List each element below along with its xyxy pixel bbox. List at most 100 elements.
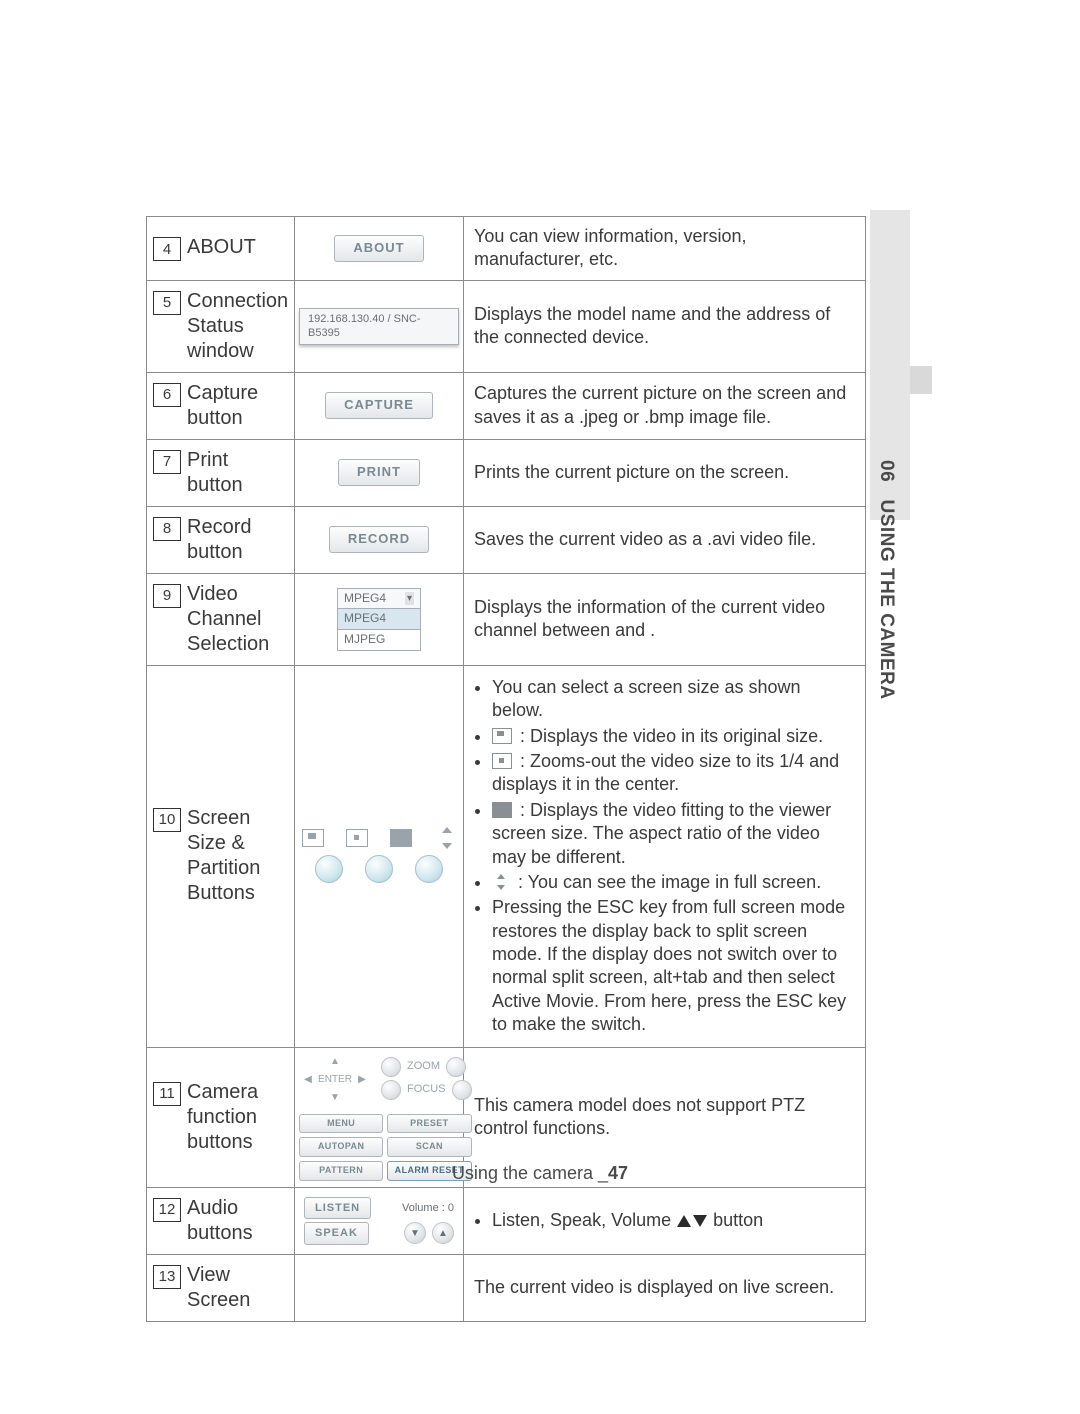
desc-list: Listen, Speak, Volume button: [492, 1209, 855, 1232]
row-graphic-cell: [295, 665, 464, 1047]
screensize-grid: [302, 821, 456, 889]
row-graphic-cell: MPEG4▾ MPEG4MJPEG: [295, 573, 464, 665]
row-description: Captures the current picture on the scre…: [474, 383, 846, 426]
row-desc-cell: Displays the model name and the address …: [464, 280, 866, 372]
row-desc-cell: You can select a screen size as shown be…: [464, 665, 866, 1047]
footer-page: 47: [608, 1163, 628, 1183]
row-label-cell: 4 ABOUT: [147, 217, 295, 281]
desc-list-item: : You can see the image in full screen.: [492, 871, 855, 894]
arrow-left-icon[interactable]: ◀: [299, 1072, 317, 1088]
select-box[interactable]: MPEG4▾: [337, 588, 421, 610]
select-option[interactable]: MJPEG: [337, 630, 421, 651]
chevron-down-icon: ▾: [405, 592, 414, 605]
graphic-button[interactable]: CAPTURE: [325, 392, 433, 419]
focus-near-button[interactable]: [381, 1080, 401, 1100]
zoom-label: ZOOM: [407, 1059, 440, 1073]
manual-page: 06 USING THE CAMERA 4 ABOUT ABOUT You ca…: [0, 0, 1080, 1414]
triangle-down-icon: [693, 1215, 707, 1227]
desc-list: You can select a screen size as shown be…: [492, 676, 855, 1037]
arrow-down-icon[interactable]: ▼: [319, 1090, 351, 1106]
select-option[interactable]: MPEG4: [337, 609, 421, 630]
connection-status-field: 192.168.130.40 / SNC-B5395: [299, 308, 459, 345]
row-graphic-cell: PRINT: [295, 439, 464, 506]
side-accent: [910, 366, 932, 394]
graphic-button[interactable]: RECORD: [329, 526, 429, 553]
table-row: 9 Video Channel Selection MPEG4▾ MPEG4MJ…: [147, 573, 866, 665]
row-label-cell: 5 Connection Status window: [147, 280, 295, 372]
desc-list-item: : Displays the video fitting to the view…: [492, 799, 855, 869]
row-number-box: 11: [153, 1082, 181, 1106]
row-desc-cell: Displays the information of the current …: [464, 573, 866, 665]
fit-size-icon[interactable]: [390, 827, 412, 849]
row-number-box: 6: [153, 383, 181, 407]
graphic-button[interactable]: ABOUT: [334, 235, 423, 262]
row-label: View Screen: [187, 1263, 288, 1313]
row-number-box: 4: [153, 237, 181, 261]
camera-func-button[interactable]: AUTOPAN: [299, 1137, 383, 1157]
row-label-cell: 6 Capture button: [147, 372, 295, 439]
camera-func-button[interactable]: PRESET: [387, 1114, 471, 1134]
fullscreen-icon: [492, 874, 510, 890]
row-number-box: 7: [153, 450, 181, 474]
row-number-box: 9: [153, 584, 181, 608]
row-description: This camera model does not support PTZ c…: [474, 1095, 805, 1138]
row-desc-cell: Listen, Speak, Volume button: [464, 1187, 866, 1254]
row-label: Capture button: [187, 381, 288, 431]
original-size-icon[interactable]: [302, 827, 324, 849]
camera-func-button[interactable]: SCAN: [387, 1137, 471, 1157]
arrow-right-icon[interactable]: ▶: [353, 1072, 371, 1088]
fullscreen-icon[interactable]: [434, 827, 456, 849]
focus-label: FOCUS: [407, 1082, 446, 1096]
row-label-cell: 10 Screen Size & Partition Buttons: [147, 665, 295, 1047]
row-desc-cell: The current video is displayed on live s…: [464, 1254, 866, 1321]
row-number-box: 12: [153, 1198, 181, 1222]
row-desc-cell: Captures the current picture on the scre…: [464, 372, 866, 439]
audio-panel: LISTEN Volume : 0 SPEAK ▼ ▲: [304, 1194, 454, 1248]
enter-button[interactable]: ENTER: [319, 1072, 351, 1088]
listen-button[interactable]: LISTEN: [304, 1197, 371, 1219]
row-label-cell: 8 Record button: [147, 506, 295, 573]
row-label: Screen Size & Partition Buttons: [187, 806, 288, 906]
row-label: Audio buttons: [187, 1196, 288, 1246]
side-section-title: USING THE CAMERA: [876, 499, 897, 699]
arrow-up-icon[interactable]: ▲: [319, 1054, 351, 1070]
row-label: Print button: [187, 448, 288, 498]
side-section-number: 06: [876, 460, 897, 482]
focus-far-button[interactable]: [452, 1080, 472, 1100]
zoom-out-button[interactable]: [381, 1057, 401, 1077]
table-row: 7 Print button PRINT Prints the current …: [147, 439, 866, 506]
row-label: Camera function buttons: [187, 1080, 288, 1155]
reference-table: 4 ABOUT ABOUT You can view information, …: [146, 216, 866, 1322]
ptz-dpad[interactable]: ▲ ◀ENTER▶ ▼: [299, 1054, 371, 1106]
reference-table-body: 4 ABOUT ABOUT You can view information, …: [147, 217, 866, 1322]
partition-button[interactable]: [315, 855, 343, 883]
speak-button[interactable]: SPEAK: [304, 1222, 369, 1244]
quarter-size-icon: [492, 753, 512, 769]
row-graphic-cell: ABOUT: [295, 217, 464, 281]
camera-function-panel: ▲ ◀ENTER▶ ▼ ZOOM FOCUS MENUPRESETAUTOPAN…: [299, 1054, 472, 1181]
partition-button[interactable]: [415, 855, 443, 883]
desc-list-item: : Displays the video in its original siz…: [492, 725, 855, 748]
row-label-cell: 9 Video Channel Selection: [147, 573, 295, 665]
video-channel-select[interactable]: MPEG4▾ MPEG4MJPEG: [337, 588, 421, 651]
row-number-box: 13: [153, 1265, 181, 1289]
row-number-box: 8: [153, 517, 181, 541]
triangle-up-icon: [677, 1215, 691, 1227]
row-desc-cell: You can view information, version, manuf…: [464, 217, 866, 281]
camera-func-button[interactable]: MENU: [299, 1114, 383, 1134]
table-row: 5 Connection Status window 192.168.130.4…: [147, 280, 866, 372]
row-label: Video Channel Selection: [187, 582, 288, 657]
zoom-in-button[interactable]: [446, 1057, 466, 1077]
table-row: 4 ABOUT ABOUT You can view information, …: [147, 217, 866, 281]
volume-label: Volume : 0: [402, 1201, 454, 1215]
side-stripe: 06 USING THE CAMERA: [870, 210, 910, 520]
row-label: Record button: [187, 515, 288, 565]
partition-button[interactable]: [365, 855, 393, 883]
desc-list-item: You can select a screen size as shown be…: [492, 676, 855, 723]
volume-down-button[interactable]: ▼: [404, 1222, 426, 1244]
row-graphic-cell: LISTEN Volume : 0 SPEAK ▼ ▲: [295, 1187, 464, 1254]
volume-up-button[interactable]: ▲: [432, 1222, 454, 1244]
row-graphic-cell: [295, 1254, 464, 1321]
graphic-button[interactable]: PRINT: [338, 459, 420, 486]
quarter-size-icon[interactable]: [346, 827, 368, 849]
